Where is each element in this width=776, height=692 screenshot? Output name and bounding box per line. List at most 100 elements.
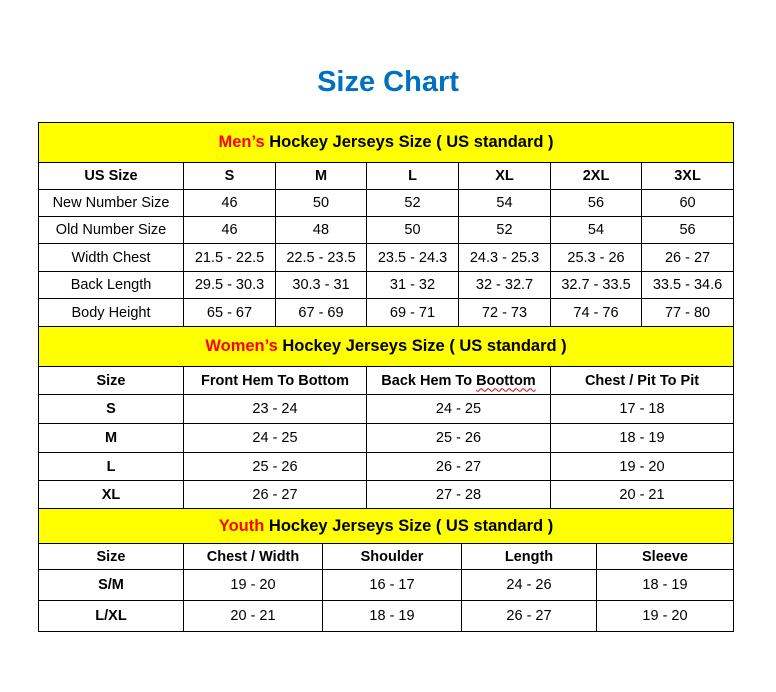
table-cell: 24 - 25 [183,423,367,453]
table-cell: 16 - 17 [322,569,462,601]
table-cell: 23.5 - 24.3 [366,243,459,272]
table-cell: 20 - 21 [183,600,323,632]
column-header-row: Size Front Hem To Bottom Back Hem To Boott… [38,366,735,395]
table-cell: 56 [640,216,735,244]
table-cell: 52 [366,189,459,217]
column-header-label: Length [504,548,554,565]
table-row: XL 26 - 27 27 - 28 20 - 21 [38,480,735,509]
table-cell: 50 [275,189,367,217]
table-cell: 24 - 26 [461,569,597,601]
column-header: Size [38,543,184,570]
table-row: Old Number Size 46 48 50 52 54 56 [38,216,735,244]
table-cell: 26 - 27 [183,480,367,509]
heading-accent: Youth [218,516,265,535]
table-cell: 50 [366,216,459,244]
column-header-label: Size [96,372,126,389]
table-cell: 21.5 - 22.5 [183,243,276,272]
column-header-label: Chest / Pit To Pit [584,372,700,389]
table-cell: 20 - 21 [549,480,735,509]
column-header-label: L [408,168,417,184]
row-label: Back Length [38,271,184,299]
youth-size-table: Youth Hockey Jerseys Size ( US standard … [37,508,735,632]
table-row: Width Chest 21.5 - 22.5 22.5 - 23.5 23.5 - … [38,243,735,272]
men-section-heading: Men’s Hockey Jerseys Size ( US standard … [37,122,735,163]
table-cell: 77 - 80 [640,298,735,327]
table-cell: 22.5 - 23.5 [275,243,367,272]
heading-accent: Men’s [218,133,265,151]
table-cell: 33.5 - 34.6 [640,271,735,299]
table-cell: 56 [550,189,642,217]
table-cell: 46 [183,189,276,217]
table-row: S 23 - 24 24 - 25 17 - 18 [38,394,735,424]
page-title: Size Chart [317,66,459,98]
table-row: New Number Size 46 50 52 54 56 60 [38,189,735,217]
women-section-heading: Women’s Hockey Jerseys Size ( US standar… [37,326,735,367]
table-cell: 25.3 - 26 [550,243,642,272]
table-cell: 27 - 28 [366,480,551,509]
table-cell: 19 - 20 [183,569,323,601]
table-cell: 74 - 76 [550,298,642,327]
table-cell: 72 - 73 [458,298,551,327]
column-header: M [275,162,367,190]
table-cell: 24.3 - 25.3 [458,243,551,272]
column-header-label: Shoulder [360,548,424,565]
table-cell: 65 - 67 [183,298,276,327]
table-cell: 24 - 25 [366,394,551,424]
table-cell: 18 - 19 [549,423,735,453]
table-cell: 26 - 27 [640,243,735,272]
row-label: Width Chest [38,243,184,272]
table-cell: 18 - 19 [322,600,462,632]
table-row: Body Height 65 - 67 67 - 69 69 - 71 72 - 73 7… [38,298,735,327]
table-cell: 29.5 - 30.3 [183,271,276,299]
column-header-label: Size [96,548,126,565]
table-cell: 69 - 71 [366,298,459,327]
heading-text: Hockey Jerseys Size ( US standard ) [264,516,554,535]
column-header-row: US Size S M L XL 2XL 3XL [38,162,735,190]
row-label: S/M [38,569,184,601]
table-cell: 31 - 32 [366,271,459,299]
women-size-table: Women’s Hockey Jerseys Size ( US standar… [37,326,735,509]
column-header-label: Chest / Width [206,548,300,565]
column-header-label: XL [495,168,514,184]
table-row: Back Length 29.5 - 30.3 30.3 - 31 31 - 32 32… [38,271,735,299]
row-label: XL [38,480,184,509]
column-header: XL [458,162,551,190]
column-header: S [183,162,276,190]
table-cell: 26 - 27 [366,452,551,481]
table-row: S/M 19 - 20 16 - 17 24 - 26 18 - 19 [38,569,735,601]
column-header: Length [461,543,597,570]
table-row: L/XL 20 - 21 18 - 19 26 - 27 19 - 20 [38,600,735,632]
row-label: M [38,423,184,453]
men-size-table: Men’s Hockey Jerseys Size ( US standard … [37,122,735,327]
table-row: M 24 - 25 25 - 26 18 - 19 [38,423,735,453]
table-cell: 30.3 - 31 [275,271,367,299]
column-header: US Size [38,162,184,190]
column-header: Sleeve [595,543,735,570]
column-header-label: Front Hem To Bottom [201,372,349,389]
table-cell: 18 - 19 [595,569,735,601]
table-cell: 32 - 32.7 [458,271,551,299]
table-cell: 67 - 69 [275,298,367,327]
column-header: Chest / Width [183,543,323,570]
row-label: L/XL [38,600,184,632]
table-cell: 52 [458,216,551,244]
table-cell: 46 [183,216,276,244]
table-cell: 19 - 20 [595,600,735,632]
heading-text: Hockey Jerseys Size ( US standard ) [264,133,554,151]
heading-accent: Women’s [205,337,278,355]
column-header: Front Hem To Bottom [183,366,367,395]
column-header-label: M [314,168,328,184]
column-header-row: Size Chest / Width Shoulder Length Sleeve [38,543,735,570]
column-header: 2XL [550,162,642,190]
row-label: Body Height [38,298,184,327]
column-header-label: US Size [84,168,138,184]
column-header-label: S [224,168,235,184]
heading-text: Hockey Jerseys Size ( US standard ) [277,337,567,355]
table-cell: 26 - 27 [461,600,597,632]
column-header: Back Hem To Boottom [366,366,551,395]
column-header-label: Back Hem To Boottom [381,372,536,389]
column-header: Shoulder [322,543,462,570]
youth-section-heading: Youth Hockey Jerseys Size ( US standard … [37,508,735,544]
table-cell: 19 - 20 [549,452,735,481]
table-cell: 25 - 26 [366,423,551,453]
